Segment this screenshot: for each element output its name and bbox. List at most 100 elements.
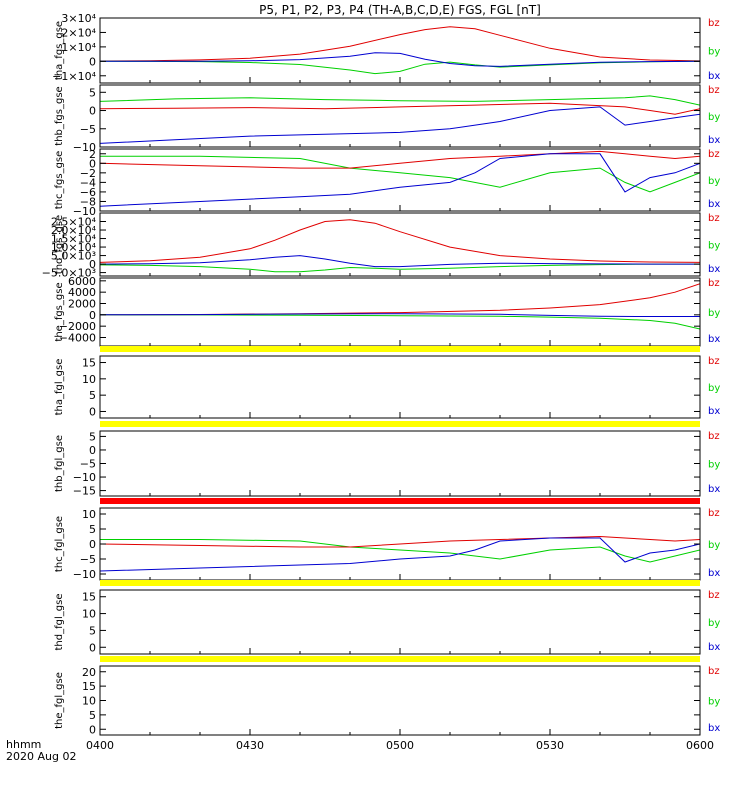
series-by-thb_fgs_gse [100, 95, 700, 106]
ytick-label-thd_fgl_gse-3: 0 [89, 641, 96, 654]
ytick-label-thb_fgs_gse-0: 5 [89, 86, 96, 99]
legend-bx-thc_fgs_gse: bx [708, 199, 720, 210]
ytick-label-thd_fgs_gse-5: 0 [89, 258, 96, 271]
ylabel-tha_fgs_gse: tha_fgs_gse [54, 21, 65, 80]
ytick-label-thd_fgs_gse-2: 1.5×10⁴ [51, 233, 97, 246]
panel-frame-the_fgs_gse [99, 277, 701, 347]
ytick-label-thb_fgl_gse-2: −5 [80, 458, 96, 471]
legend-bz-thc_fgs_gse: bz [708, 149, 720, 160]
series-bx-thb_fgs_gse [100, 106, 700, 144]
series-bx-thc_fgs_gse [100, 153, 700, 207]
legend-by-the_fgl_gse: by [708, 697, 720, 708]
legend-bz-thd_fgl_gse: bz [708, 590, 720, 601]
plot-title: P5, P1, P2, P3, P4 (TH-A,B,C,D,E) FGS, F… [259, 3, 541, 17]
ytick-label-thd_fgl_gse-1: 10 [82, 608, 96, 621]
panel-frame-tha_fgl_gse [99, 355, 701, 419]
legend-bx-tha_fgl_gse: bx [708, 406, 720, 417]
ytick-label-thc_fgl_gse-0: 10 [82, 508, 96, 521]
x-axis-label-date: 2020 Aug 02 [6, 750, 76, 763]
ytick-label-tha_fgl_gse-3: 0 [89, 405, 96, 418]
legend-by-thb_fgl_gse: by [708, 460, 720, 471]
xtick-label-2: 0500 [386, 739, 414, 752]
ytick-label-thb_fgs_gse-2: −5 [80, 123, 96, 136]
ytick-label-thb_fgl_gse-4: −15 [73, 485, 96, 498]
series-bz-the_fgs_gse [100, 283, 700, 316]
ytick-label-the_fgl_gse-1: 15 [82, 680, 96, 693]
legend-by-thd_fgl_gse: by [708, 618, 720, 629]
panel-band-the_fgl_gse [100, 656, 700, 662]
ytick-label-thb_fgs_gse-3: −10 [73, 141, 96, 154]
panel-thd_fgl_gse: 15 10 5 0 thd_fgl_gse bz by bx [54, 580, 720, 655]
ytick-label-tha_fgl_gse-2: 5 [89, 389, 96, 402]
ylabel-tha_fgl_gse: tha_fgl_gse [54, 359, 65, 416]
legend-bz-thc_fgl_gse: bz [708, 508, 720, 519]
series-bx-tha_fgs_gse [100, 52, 700, 67]
panel-frame-tha_fgs_gse [99, 17, 701, 84]
ylabel-thc_fgl_gse: thc_fgl_gse [54, 516, 65, 572]
series-bz-thb_fgs_gse [100, 102, 700, 115]
legend-by-thc_fgs_gse: by [708, 176, 720, 187]
legend-bx-tha_fgs_gse: bx [708, 71, 720, 82]
legend-bx-thd_fgs_gse: bx [708, 264, 720, 275]
xtick-label-0: 0400 [86, 739, 114, 752]
ytick-label-thb_fgl_gse-1: 0 [89, 444, 96, 457]
legend-bx-thd_fgl_gse: bx [708, 642, 720, 653]
panel-band-thb_fgl_gse [100, 421, 700, 427]
ytick-label-thd_fgl_gse-0: 15 [82, 591, 96, 604]
panel-thb_fgl_gse: 50−5−10−15 thb_fgl_gse bz by bx [54, 421, 720, 498]
ytick-label-the_fgs_gse-3: 0 [89, 309, 96, 322]
ytick-label-thd_fgs_gse-6: −5.0×10³ [42, 267, 96, 280]
ytick-label-thd_fgl_gse-2: 5 [89, 624, 96, 637]
panel-frame-thd_fgl_gse [99, 589, 701, 655]
ytick-label-thd_fgs_gse-3: 1.0×10⁴ [51, 241, 97, 254]
series-by-thc_fgs_gse [100, 155, 700, 193]
legend-bz-thd_fgs_gse: bz [708, 213, 720, 224]
ytick-label-thc_fgs_gse-1: 0 [89, 157, 96, 170]
ytick-label-thd_fgs_gse-1: 2.0×10⁴ [51, 224, 97, 237]
legend-bx-thc_fgl_gse: bx [708, 568, 720, 579]
legend-by-thc_fgl_gse: by [708, 540, 720, 551]
series-bx-thd_fgs_gse [100, 255, 700, 268]
legend-by-tha_fgl_gse: by [708, 383, 720, 394]
legend-by-thd_fgs_gse: by [708, 241, 720, 252]
legend-bz-thb_fgs_gse: bz [708, 85, 720, 96]
x-axis-label-hhmm: hhmm [6, 738, 41, 751]
ytick-label-the_fgs_gse-0: 6000 [68, 275, 96, 288]
series-bx-the_fgs_gse [100, 313, 700, 317]
series-bx-thc_fgl_gse [100, 537, 700, 572]
panel-frame-the_fgl_gse [99, 665, 701, 736]
legend-bz-tha_fgl_gse: bz [708, 356, 720, 367]
ytick-label-thc_fgs_gse-4: −6 [80, 186, 96, 199]
ylabel-the_fgl_gse: the_fgl_gse [54, 672, 65, 729]
panel-band-tha_fgl_gse [100, 346, 700, 352]
ytick-label-thb_fgl_gse-3: −10 [73, 471, 96, 484]
legend-bx-thb_fgl_gse: bx [708, 484, 720, 495]
panel-band-thc_fgl_gse [100, 498, 700, 504]
series-bz-thc_fgs_gse [100, 150, 700, 169]
panel-thc_fgl_gse: 10 5 0 −5 −10 thc_fgl_gse bz by bx [54, 498, 720, 581]
ytick-label-thc_fgs_gse-6: −10 [73, 205, 96, 218]
legend-bz-thb_fgl_gse: bz [708, 431, 720, 442]
ylabel-thb_fgs_gse: thb_fgs_gse [54, 86, 65, 145]
legend-bx-the_fgl_gse: bx [708, 723, 720, 734]
panel-frame-thb_fgs_gse [99, 84, 701, 148]
ytick-label-thd_fgs_gse-0: 2.5×10⁴ [51, 216, 97, 229]
ytick-label-the_fgl_gse-2: 10 [82, 695, 96, 708]
ytick-label-thc_fgl_gse-1: 5 [89, 523, 96, 536]
panel-thc_fgs_gse: 20−2−4−6−8−10 thc_fgs_gse bz by bx [54, 148, 720, 218]
ytick-label-thc_fgs_gse-0: 2 [89, 148, 96, 161]
ytick-label-thc_fgs_gse-5: −8 [80, 195, 96, 208]
series-by-thc_fgl_gse [100, 539, 700, 563]
legend-by-the_fgs_gse: by [708, 308, 720, 319]
panel-band-thd_fgl_gse [100, 580, 700, 586]
xtick-label-1: 0430 [236, 739, 264, 752]
legend-bz-the_fgs_gse: bz [708, 278, 720, 289]
ytick-label-thc_fgs_gse-2: −2 [80, 167, 96, 180]
ytick-label-thd_fgs_gse-4: 5.0×10³ [51, 250, 96, 263]
panel-tha_fgl_gse: 15 10 5 0 tha_fgl_gse bz by bx [54, 346, 720, 419]
series-bz-thd_fgs_gse [100, 219, 700, 263]
